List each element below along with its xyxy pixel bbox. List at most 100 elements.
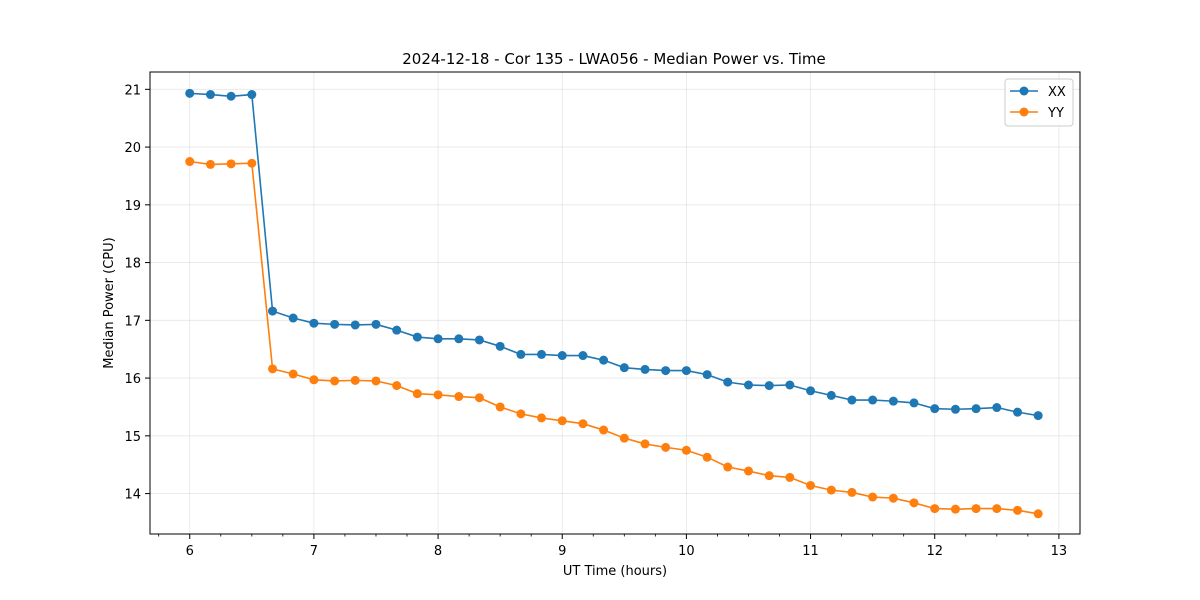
data-point-yy bbox=[516, 409, 526, 419]
data-point-yy bbox=[1033, 509, 1043, 519]
data-point-yy bbox=[350, 375, 360, 385]
y-tick-label: 15 bbox=[124, 430, 141, 445]
data-point-xx bbox=[350, 320, 360, 330]
data-point-yy bbox=[1013, 505, 1023, 515]
y-tick-label: 20 bbox=[124, 141, 141, 156]
legend-marker-xx bbox=[1019, 86, 1029, 96]
data-point-xx bbox=[474, 335, 484, 345]
data-point-yy bbox=[950, 504, 960, 514]
data-point-yy bbox=[764, 471, 774, 481]
data-point-yy bbox=[723, 462, 733, 472]
data-point-xx bbox=[640, 364, 650, 374]
legend-marker-yy bbox=[1019, 107, 1029, 117]
data-point-xx bbox=[661, 366, 671, 376]
data-point-xx bbox=[371, 319, 381, 329]
data-point-yy bbox=[681, 445, 691, 455]
data-point-yy bbox=[557, 416, 567, 426]
data-point-xx bbox=[330, 319, 340, 329]
data-point-xx bbox=[1033, 411, 1043, 421]
data-point-xx bbox=[309, 318, 319, 328]
data-point-xx bbox=[681, 366, 691, 376]
data-point-yy bbox=[930, 504, 940, 514]
data-point-yy bbox=[392, 381, 402, 391]
data-point-xx bbox=[495, 341, 505, 351]
data-point-xx bbox=[619, 363, 629, 373]
data-point-xx bbox=[226, 91, 236, 101]
series-yy bbox=[185, 157, 1043, 519]
data-point-yy bbox=[599, 425, 609, 435]
data-point-yy bbox=[661, 442, 671, 452]
x-tick-label: 9 bbox=[558, 544, 566, 559]
data-point-xx bbox=[454, 334, 464, 344]
y-axis-label: Median Power (CPU) bbox=[102, 237, 117, 368]
data-point-xx bbox=[764, 381, 774, 391]
data-point-yy bbox=[868, 492, 878, 502]
data-point-yy bbox=[847, 487, 857, 497]
data-point-yy bbox=[454, 392, 464, 402]
data-point-xx bbox=[516, 349, 526, 359]
data-point-xx bbox=[930, 404, 940, 414]
x-tick-label: 7 bbox=[310, 544, 318, 559]
data-point-xx bbox=[723, 377, 733, 387]
data-point-yy bbox=[474, 393, 484, 403]
plot-frame bbox=[149, 71, 1081, 535]
data-point-yy bbox=[495, 402, 505, 412]
series-xx bbox=[185, 88, 1043, 421]
data-point-xx bbox=[888, 396, 898, 406]
data-point-yy bbox=[971, 504, 981, 514]
data-point-yy bbox=[888, 493, 898, 503]
data-point-xx bbox=[247, 90, 257, 100]
data-point-yy bbox=[536, 413, 546, 423]
grid bbox=[150, 72, 1080, 534]
data-point-xx bbox=[205, 90, 215, 100]
data-point-xx bbox=[1013, 407, 1023, 417]
data-point-yy bbox=[330, 376, 340, 386]
data-point-xx bbox=[185, 88, 195, 98]
data-point-yy bbox=[412, 389, 422, 399]
data-point-xx bbox=[992, 403, 1002, 413]
data-point-yy bbox=[226, 159, 236, 169]
data-point-xx bbox=[868, 395, 878, 405]
y-tick-label: 18 bbox=[124, 257, 141, 272]
y-tick-label: 19 bbox=[124, 199, 141, 214]
data-point-xx bbox=[268, 306, 278, 316]
data-point-xx bbox=[599, 355, 609, 365]
data-point-yy bbox=[288, 369, 298, 379]
x-tick-label: 10 bbox=[678, 544, 695, 559]
data-point-yy bbox=[578, 419, 588, 429]
data-point-yy bbox=[785, 472, 795, 482]
x-tick-label: 12 bbox=[926, 544, 943, 559]
axis-ticks: 6 7 8 9 10 11 12 13 14 15 16 17 18 19 20 21 bbox=[124, 83, 1067, 559]
data-point-yy bbox=[826, 485, 836, 495]
data-point-xx bbox=[909, 398, 919, 408]
y-tick-label: 17 bbox=[124, 314, 141, 329]
data-point-xx bbox=[536, 349, 546, 359]
data-point-yy bbox=[743, 466, 753, 476]
data-point-yy bbox=[640, 439, 650, 449]
data-point-xx bbox=[412, 332, 422, 342]
data-point-xx bbox=[288, 313, 298, 323]
data-point-xx bbox=[433, 334, 443, 344]
data-point-xx bbox=[826, 390, 836, 400]
legend-label-xx: XX bbox=[1048, 85, 1066, 100]
data-point-yy bbox=[992, 504, 1002, 514]
legend: XX YY bbox=[1004, 78, 1074, 127]
data-point-xx bbox=[785, 380, 795, 390]
data-point-yy bbox=[806, 480, 816, 490]
data-point-xx bbox=[950, 404, 960, 414]
data-point-yy bbox=[371, 376, 381, 386]
x-tick-label: 6 bbox=[186, 544, 194, 559]
x-axis-label: UT Time (hours) bbox=[563, 564, 667, 579]
series-group bbox=[185, 88, 1043, 519]
chart-title: 2024-12-18 - Cor 135 - LWA056 - Median P… bbox=[402, 50, 826, 68]
data-point-yy bbox=[702, 452, 712, 462]
data-point-yy bbox=[268, 364, 278, 374]
data-point-yy bbox=[185, 157, 195, 167]
data-point-xx bbox=[578, 351, 588, 361]
x-tick-label: 13 bbox=[1051, 544, 1068, 559]
data-point-yy bbox=[619, 433, 629, 443]
x-tick-label: 11 bbox=[802, 544, 819, 559]
data-point-yy bbox=[909, 498, 919, 508]
